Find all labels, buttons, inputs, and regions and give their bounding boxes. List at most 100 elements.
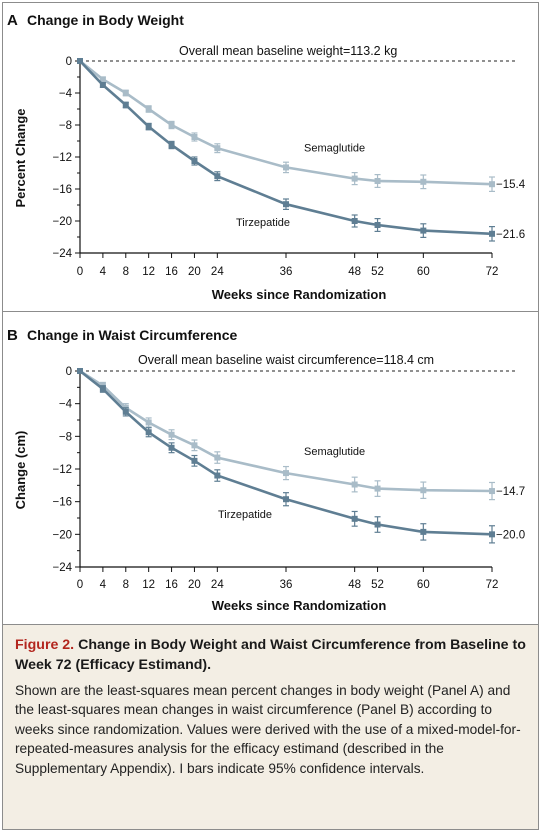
- y-axis-label: Percent Change: [13, 109, 28, 208]
- y-tick-label: −16: [52, 497, 72, 509]
- caption-figure-label: Figure 2.: [15, 637, 75, 653]
- data-point: [351, 218, 358, 224]
- x-tick-label: 24: [211, 579, 224, 591]
- x-tick-label: 0: [77, 579, 83, 591]
- x-tick-label: 12: [142, 266, 155, 278]
- data-point: [214, 173, 221, 180]
- series-line: [79, 59, 493, 186]
- x-tick-label: 72: [486, 266, 499, 278]
- y-tick-label: −20: [52, 529, 72, 541]
- chart-svg: A Change in Body Weight Overall mean basel…: [7, 12, 526, 302]
- panel-letter: A: [7, 12, 18, 29]
- data-point: [77, 58, 83, 64]
- data-point: [374, 485, 381, 492]
- series-name-label: Tirzepatide: [236, 217, 290, 229]
- x-tick-label: 36: [280, 579, 293, 591]
- data-point: [99, 76, 106, 83]
- data-point: [283, 470, 289, 477]
- data-point: [283, 164, 289, 171]
- panel-a: A Change in Body Weight Overall mean basel…: [3, 3, 538, 311]
- data-point: [214, 454, 221, 461]
- data-point: [168, 444, 175, 451]
- data-point: [374, 521, 381, 528]
- x-tick-label: 48: [348, 266, 361, 278]
- y-tick-label: 0: [66, 366, 72, 378]
- y-tick-label: −4: [59, 399, 73, 411]
- y-axis-label: Change (cm): [13, 431, 28, 510]
- data-point: [489, 230, 495, 237]
- chart-title: Change in Body Weight: [27, 12, 184, 28]
- x-tick-label: 8: [123, 266, 129, 278]
- data-point: [489, 488, 495, 495]
- x-tick-label: 72: [486, 579, 499, 591]
- data-point: [283, 201, 289, 208]
- y-tick-label: −20: [52, 216, 72, 228]
- data-point: [374, 178, 381, 184]
- data-point: [420, 487, 427, 494]
- series-tirzepatide: [77, 58, 495, 242]
- y-tick-label: −8: [59, 431, 72, 443]
- y-tick-label: −16: [52, 184, 72, 196]
- series-line: [79, 60, 493, 236]
- series-line: [79, 369, 493, 536]
- data-point: [489, 181, 495, 188]
- baseline-note: Overall mean baseline waist circumferenc…: [138, 353, 434, 367]
- y-tick-label: −8: [59, 120, 72, 132]
- figure-caption: Figure 2. Change in Body Weight and Wais…: [3, 624, 538, 829]
- series-name-label: Semaglutide: [304, 446, 365, 458]
- data-point: [283, 496, 289, 503]
- x-tick-label: 4: [100, 579, 107, 591]
- data-point: [145, 429, 152, 436]
- series-tirzepatide: [77, 368, 495, 544]
- chart-title: Change in Waist Circumference: [27, 327, 238, 343]
- data-point: [374, 222, 381, 228]
- data-point: [191, 457, 198, 464]
- x-tick-label: 4: [100, 266, 107, 278]
- data-point: [191, 158, 198, 164]
- series-semaglutide: [77, 58, 495, 192]
- data-point: [489, 531, 495, 538]
- x-tick-label: 20: [188, 579, 201, 591]
- data-point: [191, 134, 198, 140]
- caption-body: Shown are the least-squares mean percent…: [15, 683, 521, 776]
- x-tick-label: 52: [371, 266, 384, 278]
- data-point: [99, 385, 106, 392]
- series-name-label: Tirzepatide: [218, 509, 272, 521]
- data-point: [122, 90, 129, 96]
- data-point: [77, 368, 83, 374]
- caption-title-line: Figure 2. Change in Body Weight and Wais…: [15, 635, 526, 675]
- x-tick-label: 16: [165, 266, 178, 278]
- y-tick-label: 0: [66, 56, 72, 68]
- data-point: [145, 419, 152, 426]
- y-tick-label: −24: [52, 248, 72, 260]
- panel-b: B Change in Waist Circumference Overall me…: [3, 312, 538, 624]
- caption-title: Change in Body Weight and Waist Circumfe…: [15, 637, 526, 673]
- data-point: [145, 106, 152, 112]
- series-semaglutide: [77, 368, 495, 501]
- end-value-label: −21.6: [496, 229, 525, 241]
- data-point: [191, 442, 198, 449]
- x-axis-label: Weeks since Randomization: [212, 598, 387, 613]
- chart-svg: B Change in Waist Circumference Overall me…: [7, 327, 525, 613]
- x-tick-label: 48: [348, 579, 361, 591]
- data-point: [351, 515, 358, 522]
- data-point: [351, 175, 358, 182]
- x-tick-label: 0: [77, 266, 83, 278]
- data-point: [168, 142, 175, 148]
- series-name-label: Semaglutide: [304, 142, 365, 154]
- x-tick-label: 12: [142, 579, 155, 591]
- x-tick-label: 8: [123, 579, 129, 591]
- data-point: [168, 431, 175, 438]
- x-tick-label: 52: [371, 579, 384, 591]
- data-point: [168, 122, 175, 128]
- data-point: [420, 528, 427, 535]
- x-tick-label: 36: [280, 266, 293, 278]
- data-point: [122, 102, 129, 108]
- series-line: [79, 369, 493, 493]
- panel-letter: B: [7, 327, 18, 344]
- data-point: [99, 82, 106, 88]
- baseline-note: Overall mean baseline weight=113.2 kg: [179, 44, 397, 58]
- panel-divider: [3, 311, 538, 312]
- end-value-label: −14.7: [496, 486, 525, 498]
